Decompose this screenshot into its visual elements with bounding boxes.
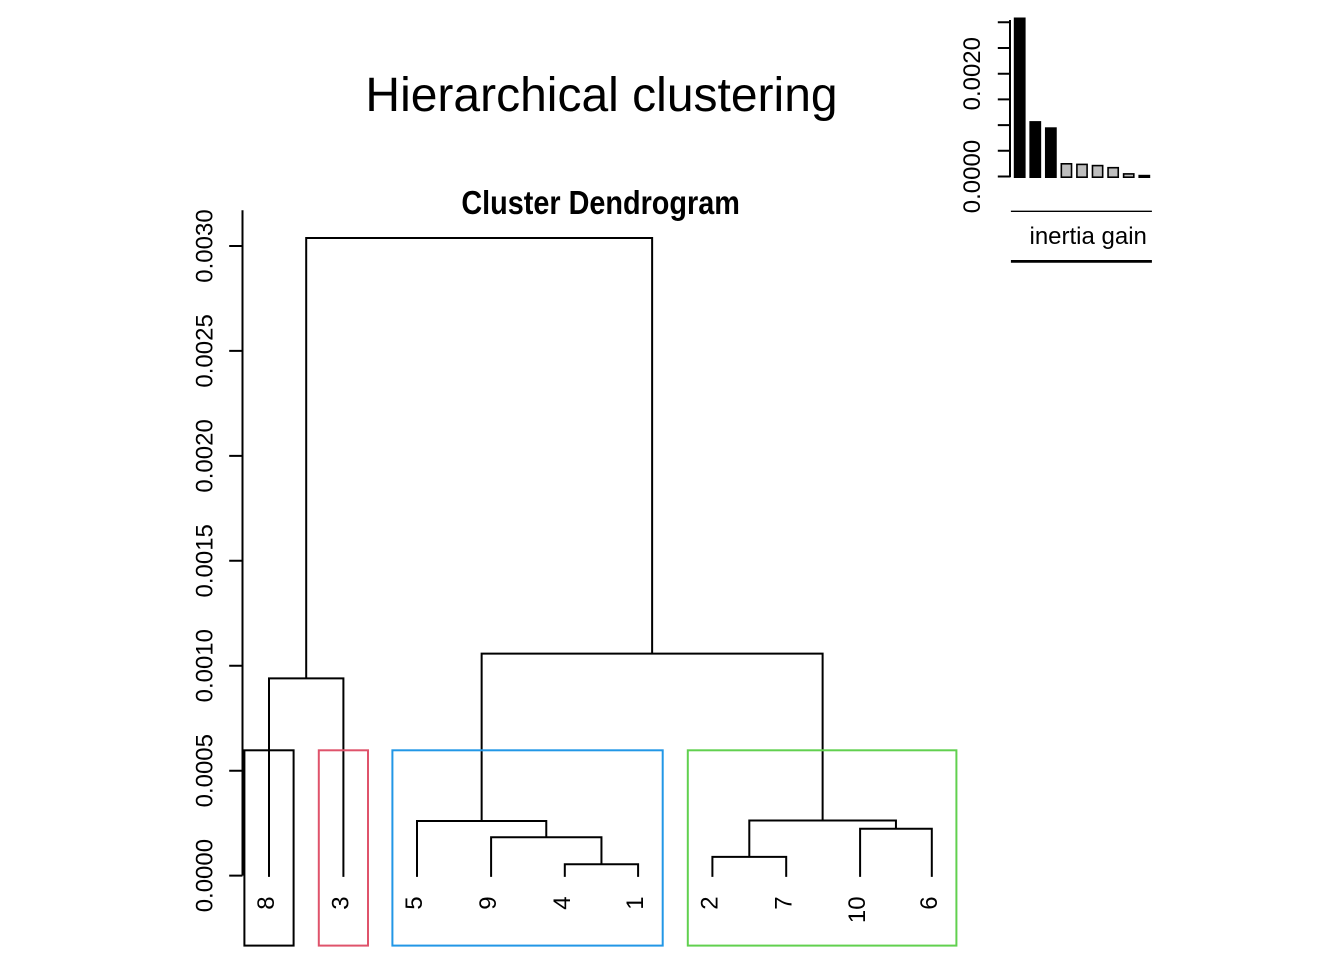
svg-text:7: 7 [770,896,797,909]
svg-text:inertia gain: inertia gain [1029,223,1146,250]
svg-text:4: 4 [549,896,576,909]
svg-text:0.0020: 0.0020 [959,37,986,110]
svg-text:0.0005: 0.0005 [191,734,218,807]
svg-text:9: 9 [475,896,502,909]
svg-text:1: 1 [622,896,649,909]
svg-text:2: 2 [697,896,724,909]
svg-text:10: 10 [844,896,871,923]
svg-text:0.0030: 0.0030 [191,209,218,282]
svg-text:0.0015: 0.0015 [191,524,218,597]
svg-text:Cluster Dendrogram: Cluster Dendrogram [461,184,740,221]
svg-text:5: 5 [401,896,428,909]
svg-text:0.0000: 0.0000 [191,839,218,912]
svg-text:3: 3 [328,896,355,909]
svg-text:0.0020: 0.0020 [191,419,218,492]
svg-text:0.0025: 0.0025 [191,314,218,387]
svg-text:Hierarchical clustering: Hierarchical clustering [365,69,837,122]
svg-text:8: 8 [253,896,280,909]
svg-text:6: 6 [916,896,943,909]
svg-text:0.0000: 0.0000 [959,140,986,213]
svg-text:0.0010: 0.0010 [191,629,218,702]
